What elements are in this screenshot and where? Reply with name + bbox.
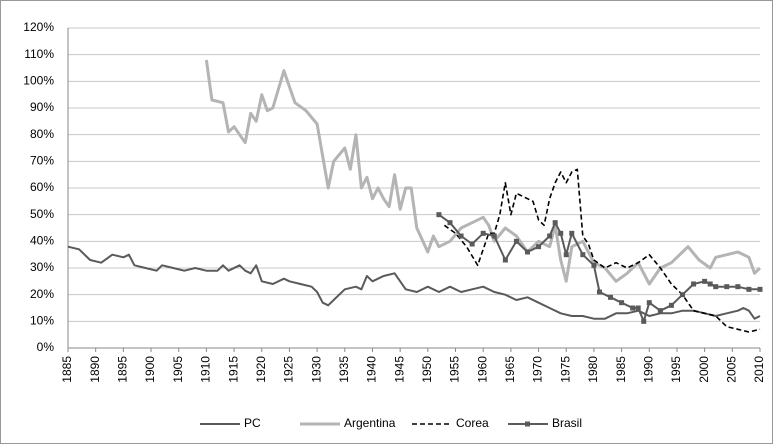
- y-tick-label: 50%: [30, 207, 54, 221]
- marker: [596, 289, 602, 295]
- x-tick-label: 1885: [60, 356, 74, 383]
- x-tick-label: 1930: [309, 356, 323, 383]
- y-tick-label: 100%: [23, 74, 54, 88]
- x-tick-label: 1910: [199, 356, 213, 383]
- x-tick-label: 1970: [531, 356, 545, 383]
- marker: [480, 230, 486, 236]
- grid: [67, 27, 761, 352]
- y-tick-label: 80%: [30, 127, 54, 141]
- marker: [702, 278, 708, 284]
- x-tick-label: 2000: [697, 356, 711, 383]
- x-tick-label: 1900: [143, 356, 157, 383]
- y-tick-label: 90%: [30, 100, 54, 114]
- legend-label: PC: [244, 416, 261, 430]
- x-tick-label: 1940: [365, 356, 379, 383]
- x-tick-label: 1905: [171, 356, 185, 383]
- x-tick-label: 2010: [752, 356, 766, 383]
- x-tick-label: 2005: [724, 356, 738, 383]
- y-tick-label: 70%: [30, 154, 54, 168]
- plot-area: [67, 59, 763, 333]
- x-tick-label: 1895: [116, 356, 130, 383]
- x-tick-label: 1950: [420, 356, 434, 383]
- marker: [757, 286, 763, 292]
- legend-marker: [525, 421, 530, 427]
- marker: [608, 294, 614, 300]
- x-tick-label: 1945: [392, 356, 406, 383]
- marker: [707, 281, 713, 287]
- marker: [491, 233, 497, 239]
- x-tick-label: 1990: [641, 356, 655, 383]
- marker: [458, 233, 464, 239]
- series-line: [67, 245, 761, 320]
- marker: [502, 257, 508, 263]
- y-tick-label: 20%: [30, 287, 54, 301]
- x-tick-label: 1965: [503, 356, 517, 383]
- marker: [668, 302, 674, 308]
- marker: [580, 252, 586, 258]
- marker: [691, 281, 697, 287]
- x-tick-label: 1920: [254, 356, 268, 383]
- y-tick-label: 60%: [30, 180, 54, 194]
- y-tick-label: 0%: [37, 340, 55, 354]
- axis-labels: 0% 10% 20% 30% 40% 50% 60% 70% 80% 90% 100% 110% 120…: [23, 20, 766, 383]
- marker: [447, 220, 453, 226]
- marker: [469, 241, 475, 247]
- marker: [558, 230, 564, 236]
- marker: [569, 230, 575, 236]
- y-tick-label: 110%: [24, 47, 54, 61]
- marker: [713, 284, 719, 290]
- legend-label: Brasil: [552, 416, 582, 430]
- marker: [513, 238, 519, 244]
- marker: [746, 286, 752, 292]
- legend-label: Argentina: [344, 416, 396, 430]
- x-tick-label: 1975: [558, 356, 572, 383]
- marker: [630, 305, 636, 311]
- x-tick-label: 1915: [226, 356, 240, 383]
- x-tick-label: 1925: [282, 356, 296, 383]
- legend-label: Corea: [456, 416, 489, 430]
- marker: [591, 262, 597, 268]
- series-line: [443, 168, 761, 333]
- x-tick-label: 1960: [475, 356, 489, 383]
- x-tick-label: 1955: [448, 356, 462, 383]
- marker: [735, 284, 741, 290]
- marker: [547, 233, 553, 239]
- marker: [536, 244, 542, 250]
- x-tick-label: 1985: [614, 356, 628, 383]
- marker: [619, 300, 625, 306]
- marker: [552, 220, 558, 226]
- legend: PC Argentina Corea Brasil: [200, 416, 582, 430]
- x-tick-label: 1890: [88, 356, 102, 383]
- y-tick-label: 10%: [30, 314, 54, 328]
- x-tick-label: 1980: [586, 356, 600, 383]
- series-line: [204, 59, 762, 286]
- marker: [635, 305, 641, 311]
- marker: [524, 249, 530, 255]
- x-tick-label: 1935: [337, 356, 351, 383]
- marker: [436, 212, 442, 218]
- y-tick-label: 120%: [23, 20, 54, 34]
- y-tick-label: 30%: [30, 260, 54, 274]
- marker: [646, 300, 652, 306]
- x-tick-label: 1995: [669, 356, 683, 383]
- marker: [679, 292, 685, 298]
- marker: [563, 252, 569, 258]
- marker: [657, 308, 663, 314]
- marker: [641, 318, 647, 324]
- marker: [724, 284, 730, 290]
- y-tick-label: 40%: [30, 234, 54, 248]
